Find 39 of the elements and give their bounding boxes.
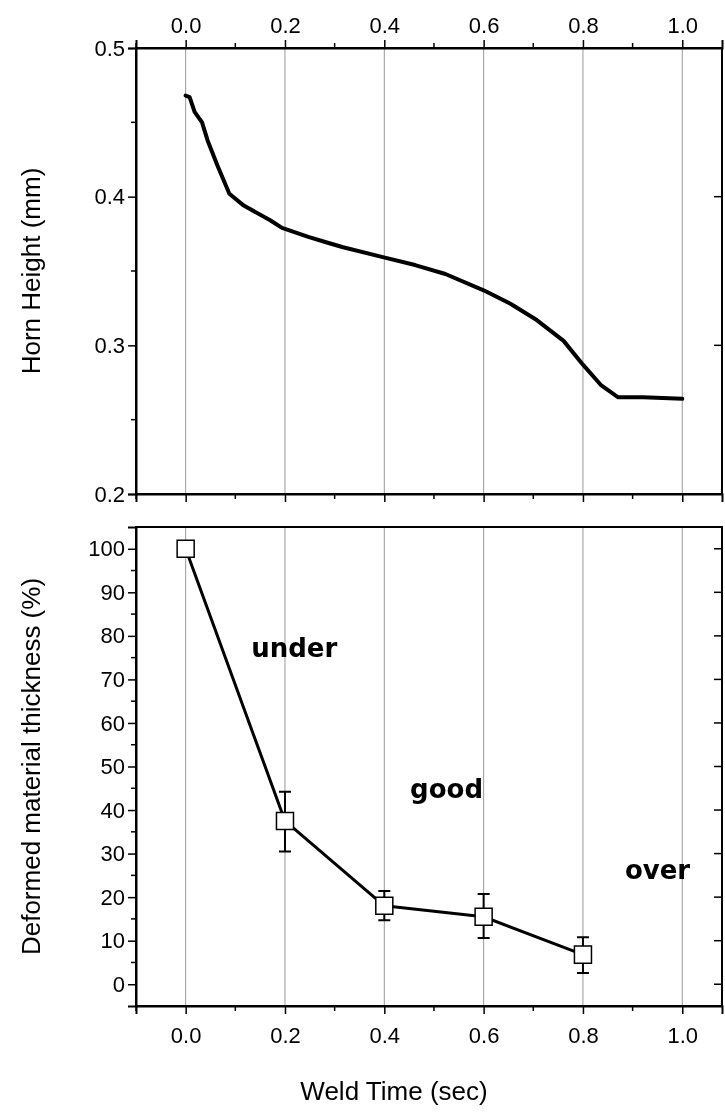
x-tick-label: 1.0 [667, 1023, 699, 1049]
annotation: under [251, 632, 338, 663]
point [573, 945, 593, 964]
annotation: good [410, 773, 484, 804]
x2-tick-label: 0.8 [568, 12, 599, 38]
x-tick-label: 0.8 [568, 1023, 599, 1049]
y-axis-title: Horn Height (mm) [16, 167, 46, 375]
y-axis-title: Deformed material thickness (%) [16, 577, 46, 956]
y-tick-label: 0 [112, 971, 125, 997]
y-tick-label: 70 [100, 666, 125, 692]
y-tick-label: 80 [100, 623, 125, 649]
y-tick-label: 50 [100, 754, 125, 780]
line-series [183, 93, 685, 401]
x2-tick-label: 0.4 [369, 12, 401, 38]
x2-tick-label: 0.2 [270, 12, 301, 38]
x-tick-label: 0.6 [468, 1023, 500, 1049]
point [375, 896, 394, 916]
y-tick-label: 20 [100, 884, 125, 910]
point [275, 811, 295, 831]
x2-tick-label: 0.0 [170, 12, 202, 38]
x2-tick-label: 0.6 [468, 12, 500, 38]
point [474, 907, 493, 926]
y-tick-label: 0.4 [94, 184, 125, 210]
y-tick-label: 30 [100, 841, 125, 867]
y-tick-label: 60 [100, 710, 125, 736]
annotation: over [624, 855, 691, 886]
x-axis-title: Weld Time (sec) [300, 1076, 488, 1106]
y-tick-label: 90 [100, 579, 125, 605]
y-tick-label: 0.5 [94, 35, 125, 61]
x-tick-label: 0.0 [170, 1023, 202, 1049]
x2-tick-label: 1.0 [667, 12, 699, 38]
point [176, 539, 195, 559]
y-tick-label: 0.3 [94, 332, 125, 358]
x-tick-label: 0.2 [270, 1023, 301, 1049]
y-tick-label: 100 [88, 536, 125, 562]
y-tick-label: 0.2 [94, 481, 125, 507]
y-tick-label: 10 [100, 928, 125, 954]
x-tick-label: 0.4 [369, 1023, 401, 1049]
y-tick-label: 40 [100, 797, 125, 823]
